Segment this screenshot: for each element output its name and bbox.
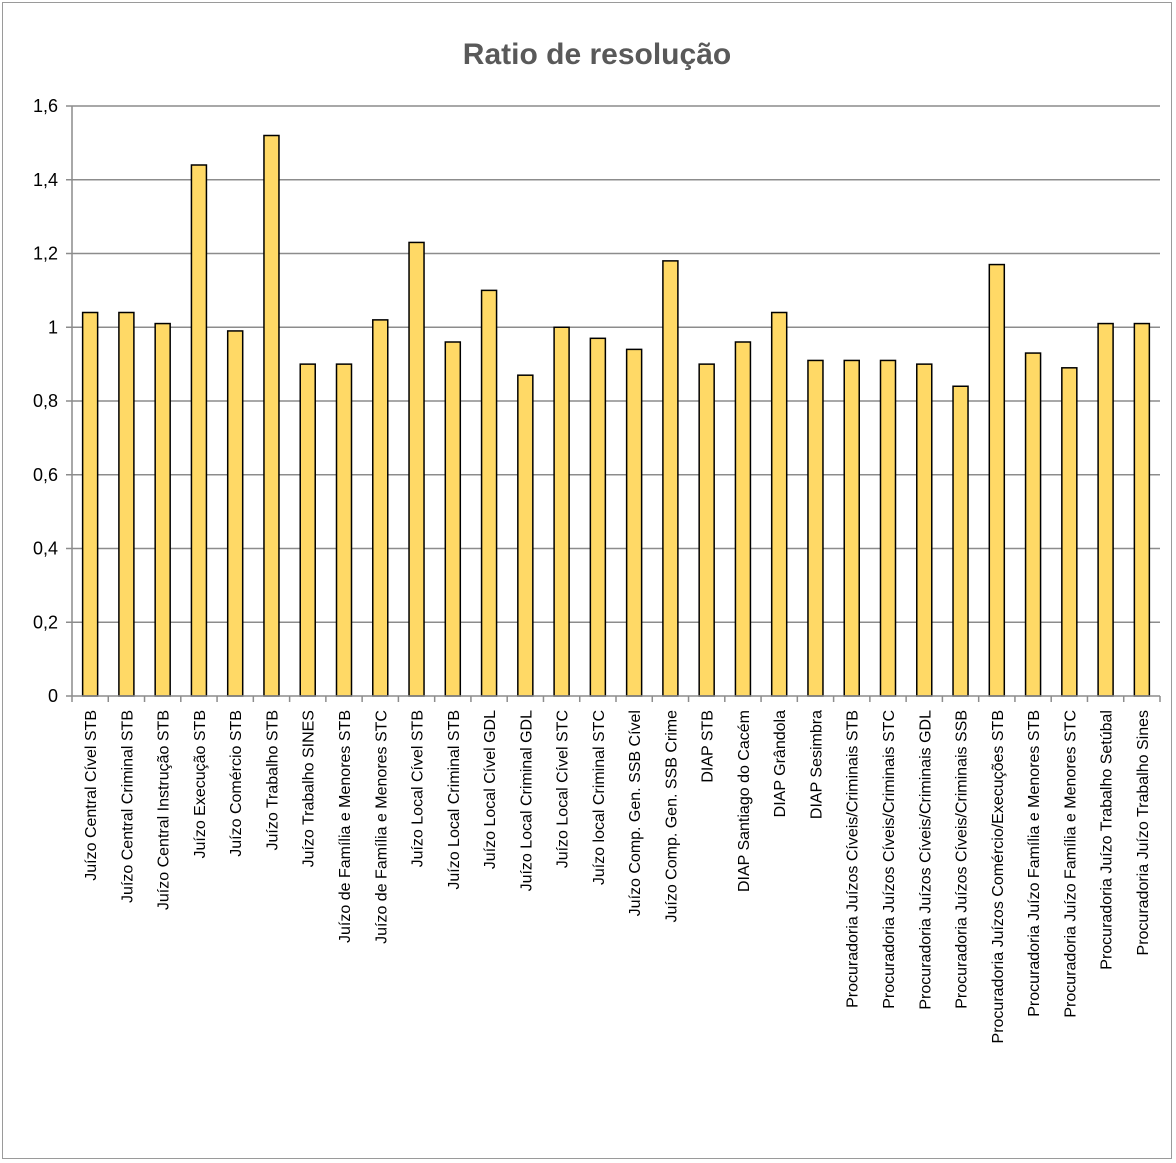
- bar: [444, 341, 462, 697]
- y-tick-label: 1,4: [33, 170, 58, 190]
- bar: [1024, 352, 1042, 697]
- bar: [553, 326, 570, 697]
- x-tick-label: Procuradoria Juízo Trabalho Setúbal: [1099, 710, 1116, 970]
- x-tick-label: Procuradoria Juízos Cíveis/Criminais SSB: [954, 710, 971, 1009]
- bar: [408, 241, 425, 697]
- x-tick-label: Procuradoria Juízos Cíveis/Criminais STB: [845, 710, 862, 1008]
- x-tick-label: Procuradoria Juízo Família e Menores STB: [1026, 710, 1043, 1017]
- y-tick-label: 1,6: [33, 96, 58, 116]
- x-tick-label: Juízo Local Cível STB: [410, 710, 427, 867]
- y-tick-label: 1: [48, 317, 58, 337]
- x-tick-label: DIAP Sesimbra: [808, 710, 825, 819]
- bar: [988, 263, 1006, 697]
- y-tick-label: 0,2: [33, 612, 58, 632]
- x-tick-label: Juízo Central Cível STB: [83, 710, 100, 881]
- bar: [1061, 367, 1078, 697]
- x-tick-label: DIAP Santiago do Cacém: [736, 710, 753, 892]
- x-tick-label: Procuradoria Juízos Comércio/Execuções S…: [990, 710, 1007, 1043]
- y-tick-label: 0,6: [33, 465, 58, 485]
- x-tick-label: Juízo Comércio STB: [228, 710, 245, 857]
- bar: [843, 359, 860, 697]
- bar: [879, 359, 897, 697]
- bar: [916, 363, 933, 697]
- y-tick-label: 1,2: [33, 244, 58, 264]
- chart-title: Ratio de resolução: [463, 38, 731, 71]
- bar: [372, 319, 389, 697]
- x-tick-label: Procuradoria Juízos Cíveis/Criminais STC: [881, 710, 898, 1009]
- bar: [190, 164, 208, 697]
- bar: [662, 260, 679, 697]
- x-tick-label: Juízo Trabalho SINES: [301, 710, 318, 867]
- bar: [118, 311, 135, 697]
- x-tick-label: Juízo de Família e Menores STB: [337, 710, 354, 943]
- gridlines: [72, 105, 1160, 623]
- bar: [698, 363, 715, 697]
- x-tick-labels: Juízo Central Cível STB Juízo Central Cri…: [83, 710, 1152, 1044]
- bar: [81, 311, 99, 697]
- bar: [952, 385, 969, 697]
- x-tick-label: Procuradoria Juízos Cíveis/Criminais GDL: [917, 710, 934, 1010]
- x-tick-label: Juízo Central Instrução STB: [156, 710, 173, 910]
- y-tick-label: 0: [48, 686, 58, 706]
- x-tick-label: Juízo local Criminal STC: [591, 710, 608, 885]
- bar: [154, 322, 171, 697]
- x-tick-label: Juízo Comp. Gen. SSB Cível: [627, 710, 644, 916]
- bar: [770, 311, 788, 697]
- y-tick-label: 0,4: [33, 539, 58, 559]
- x-tick-label: DIAP Grândola: [772, 710, 789, 817]
- bar: [480, 289, 498, 697]
- x-tick-label: Juízo Local Criminal GDL: [518, 710, 535, 892]
- bar: [734, 341, 752, 697]
- y-tick-labels: 0 0,2 0,4 0,6 0,8 1 1,2 1,4 1,6: [33, 96, 72, 706]
- x-tick-label: Juízo Local Criminal STB: [446, 710, 463, 890]
- bars: [81, 134, 1151, 697]
- x-tick-label: Juízo Comp. Gen. SSB Crime: [663, 710, 680, 923]
- x-tick-label: Juízo Local Cível GDL: [482, 710, 499, 869]
- bar: [589, 337, 607, 697]
- bar: [1097, 322, 1114, 697]
- bar: [335, 363, 353, 697]
- x-tick-label: Procuradoria Juízo Família e Menores STC: [1062, 710, 1079, 1018]
- x-tick-label: Juízo de Família e Menores STC: [373, 710, 390, 944]
- bar: [226, 330, 244, 697]
- bar: [263, 134, 280, 697]
- bar: [517, 374, 534, 697]
- bar: [807, 359, 824, 697]
- x-tick-label: Juízo Central Criminal STB: [119, 710, 136, 903]
- bar: [1133, 322, 1151, 697]
- bar: [299, 363, 316, 697]
- x-tick-label: Juízo Trabalho STB: [264, 710, 281, 851]
- x-tick-label: Procuradoria Juízo Trabalho Sines: [1135, 710, 1152, 955]
- x-tick-label: DIAP STB: [700, 710, 717, 783]
- x-tick-label: Juízo Local Cível STC: [555, 710, 572, 868]
- x-tick-label: Juízo Execução STB: [192, 710, 209, 859]
- bar: [625, 348, 643, 697]
- y-tick-label: 0,8: [33, 391, 58, 411]
